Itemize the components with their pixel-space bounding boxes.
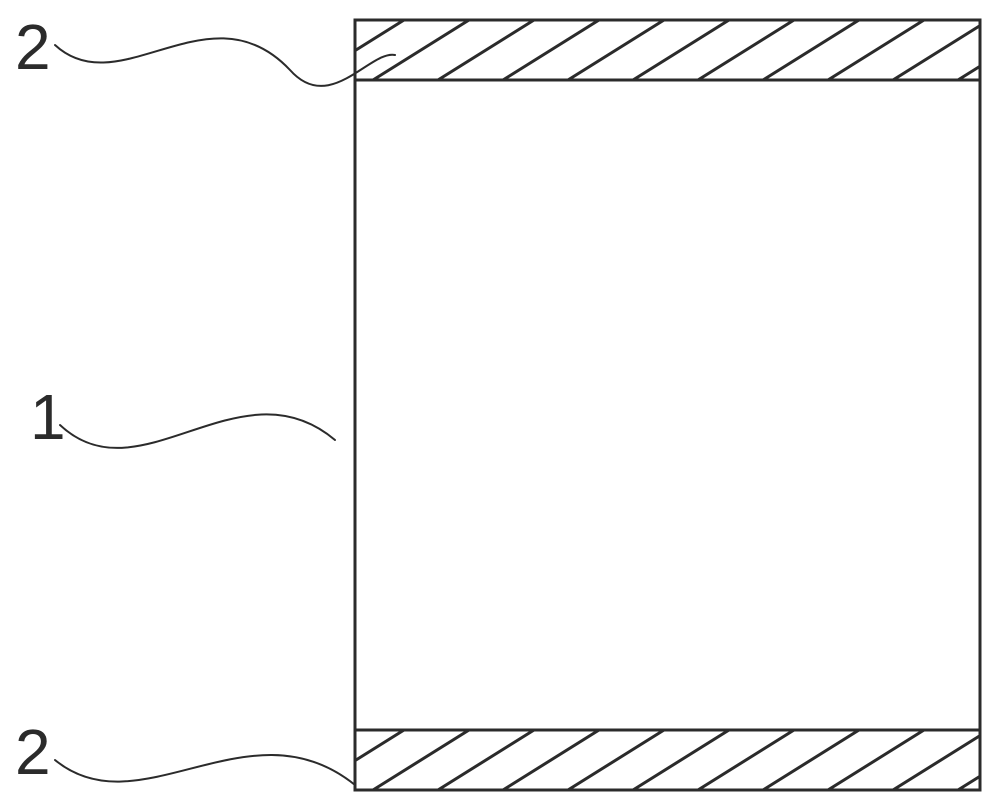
callout-label-2-bottom: 2	[15, 715, 51, 789]
callout-label-1-middle: 1	[30, 380, 66, 454]
callout-label-2-top: 2	[15, 10, 51, 84]
diagram-svg	[0, 0, 1000, 809]
